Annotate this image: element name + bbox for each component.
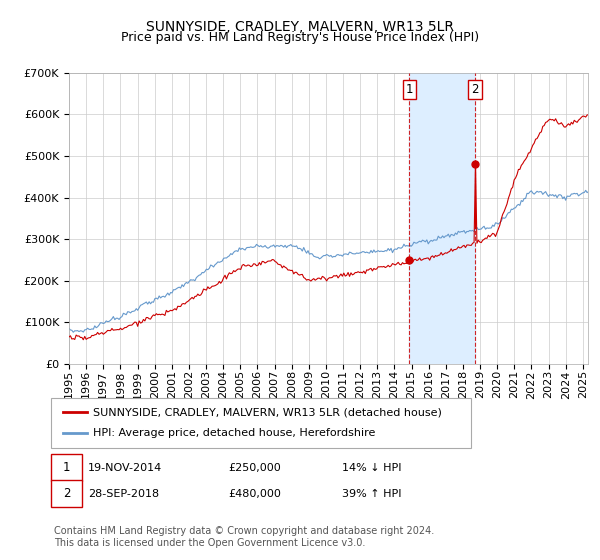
Text: £480,000: £480,000	[228, 489, 281, 499]
Bar	[409, 73, 475, 364]
Text: Price paid vs. HM Land Registry's House Price Index (HPI): Price paid vs. HM Land Registry's House …	[121, 31, 479, 44]
Text: HPI: Average price, detached house, Herefordshire: HPI: Average price, detached house, Here…	[93, 428, 376, 438]
Text: 14% ↓ HPI: 14% ↓ HPI	[342, 463, 401, 473]
Text: £250,000: £250,000	[228, 463, 281, 473]
Text: 2: 2	[472, 83, 479, 96]
Text: 1: 1	[63, 461, 70, 474]
Text: 19-NOV-2014: 19-NOV-2014	[88, 463, 163, 473]
Text: 39% ↑ HPI: 39% ↑ HPI	[342, 489, 401, 499]
Text: SUNNYSIDE, CRADLEY, MALVERN, WR13 5LR: SUNNYSIDE, CRADLEY, MALVERN, WR13 5LR	[146, 20, 454, 34]
Text: SUNNYSIDE, CRADLEY, MALVERN, WR13 5LR (detached house): SUNNYSIDE, CRADLEY, MALVERN, WR13 5LR (d…	[93, 408, 442, 418]
Text: 28-SEP-2018: 28-SEP-2018	[88, 489, 160, 499]
Text: 2: 2	[63, 487, 70, 501]
Text: Contains HM Land Registry data © Crown copyright and database right 2024.
This d: Contains HM Land Registry data © Crown c…	[54, 526, 434, 548]
Text: 1: 1	[406, 83, 413, 96]
